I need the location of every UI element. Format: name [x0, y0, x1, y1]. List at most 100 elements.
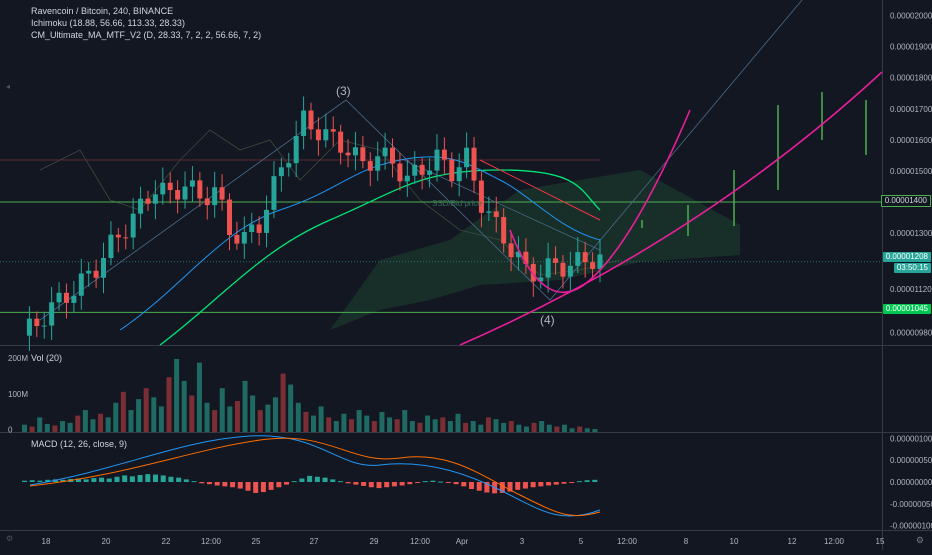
candle-up: [249, 224, 255, 233]
ssd-label: SSD/Bid price: [432, 199, 482, 208]
scale-settings-icon[interactable]: ⚙: [6, 534, 14, 543]
volume-bar: [371, 421, 377, 432]
time-tick-label: 3: [520, 537, 525, 546]
support-price-tag: 0.00001045: [882, 304, 931, 314]
macd-histogram-bar: [237, 482, 243, 489]
collapse-arrow-icon[interactable]: ◂: [6, 82, 11, 91]
macd-histogram-bar: [145, 474, 151, 482]
candle-up: [515, 251, 521, 258]
volume-bar: [470, 421, 476, 432]
macd-histogram-bar: [507, 482, 513, 492]
volume-bar: [280, 373, 286, 432]
candle-up: [152, 194, 158, 204]
macd-histogram-bar: [284, 482, 290, 485]
candle-down: [582, 252, 588, 263]
volume-bar: [387, 417, 393, 432]
candle-down: [330, 129, 336, 132]
candle-down: [501, 216, 507, 244]
time-tick-label: Apr: [456, 537, 469, 546]
ma-fast-line: [119, 156, 601, 331]
macd-histogram-bar: [476, 482, 482, 491]
macd-histogram-bar: [268, 482, 274, 490]
macd-histogram-bar: [199, 482, 205, 484]
candle-down: [360, 147, 366, 162]
time-tick-label: 12: [788, 537, 797, 546]
macd-histogram-bar: [391, 482, 397, 487]
volume-bar: [394, 419, 400, 432]
volume-bar: [523, 426, 529, 432]
volume-label[interactable]: Vol (20): [31, 353, 63, 363]
macd-histogram-bar: [576, 481, 582, 483]
volume-tick-label: 200M: [8, 354, 28, 363]
time-tick-label: 29: [370, 537, 379, 546]
macd-histogram-bar: [499, 482, 505, 493]
candle-down: [367, 161, 373, 171]
macd-histogram-bar: [245, 482, 251, 491]
projection-bars: [641, 92, 867, 236]
price-tick-label: 0.00001700: [890, 105, 932, 114]
candle-up: [427, 170, 433, 175]
macd-histogram-bar: [168, 476, 174, 482]
chart-settings-icon[interactable]: ⚙: [915, 535, 924, 545]
time-tick-label: 12:00: [410, 537, 431, 546]
volume-bar: [531, 422, 537, 432]
candle-down: [167, 182, 173, 191]
macd-histogram-bar: [29, 480, 35, 482]
candle-up: [160, 182, 166, 195]
macd-histogram-bar: [353, 482, 359, 485]
macd-histogram-bar: [37, 480, 43, 482]
macd-histogram-bar: [122, 475, 128, 482]
volume-bar: [265, 404, 271, 432]
ma-legend[interactable]: CM_Ultimate_MA_MTF_V2 (D, 28.33, 7, 2, 2…: [31, 30, 262, 40]
volume-bar: [90, 419, 96, 432]
candle-up: [404, 175, 410, 182]
candle-down: [419, 164, 425, 175]
candle-up: [278, 167, 284, 177]
time-tick-label: 8: [684, 537, 689, 546]
volume-bar: [189, 395, 195, 432]
signal-line: [29, 437, 601, 517]
volume-bar: [120, 391, 126, 432]
macd-histogram-bar: [106, 478, 112, 482]
volume-bar: [584, 428, 590, 432]
candle-up: [264, 209, 270, 233]
macd-histogram-bar: [530, 482, 536, 488]
volume-bar: [463, 422, 469, 432]
candle-down: [441, 149, 447, 160]
macd-histogram-bar: [399, 482, 405, 486]
candle-up: [375, 156, 381, 171]
macd-tick-label: -0.00000100: [890, 522, 932, 531]
candle-down: [553, 258, 559, 263]
candle-down: [34, 318, 40, 327]
macd-tick-label: -0.00000050: [890, 500, 932, 509]
macd-histogram-bar: [553, 482, 559, 485]
macd-tick-label: 0.00000050: [890, 456, 932, 465]
parabola-curve: [509, 109, 691, 294]
volume-bar: [318, 406, 324, 432]
volume-bar: [326, 417, 332, 432]
macd-histogram-bar: [75, 478, 81, 482]
time-tick-label: 20: [102, 537, 111, 546]
macd-histogram-bar: [191, 481, 197, 483]
macd-label[interactable]: MACD (12, 26, close, 9): [31, 439, 128, 449]
macd-histogram-bar: [206, 482, 212, 485]
macd-histogram-bar: [322, 477, 328, 482]
wave-3-label: (3): [336, 84, 351, 98]
candle-up: [108, 234, 114, 259]
macd-line: [29, 435, 601, 517]
macd-histogram-bar: [546, 482, 552, 486]
volume-bar: [546, 424, 552, 432]
volume-tick-label: 100M: [8, 390, 28, 399]
price-tick-label: 0.00001300: [890, 229, 932, 238]
volume-bar: [508, 421, 514, 432]
volume-bar: [440, 417, 446, 432]
ichimoku-legend[interactable]: Ichimoku (18.88, 56.66, 113.33, 28.33): [31, 18, 185, 28]
volume-bars: [22, 359, 598, 432]
candle-up: [352, 147, 358, 156]
macd-histogram-bar: [137, 475, 143, 482]
macd-histogram-bar: [307, 475, 313, 482]
macd-histogram-bar: [114, 476, 120, 482]
time-tick-label: 12:00: [617, 537, 638, 546]
